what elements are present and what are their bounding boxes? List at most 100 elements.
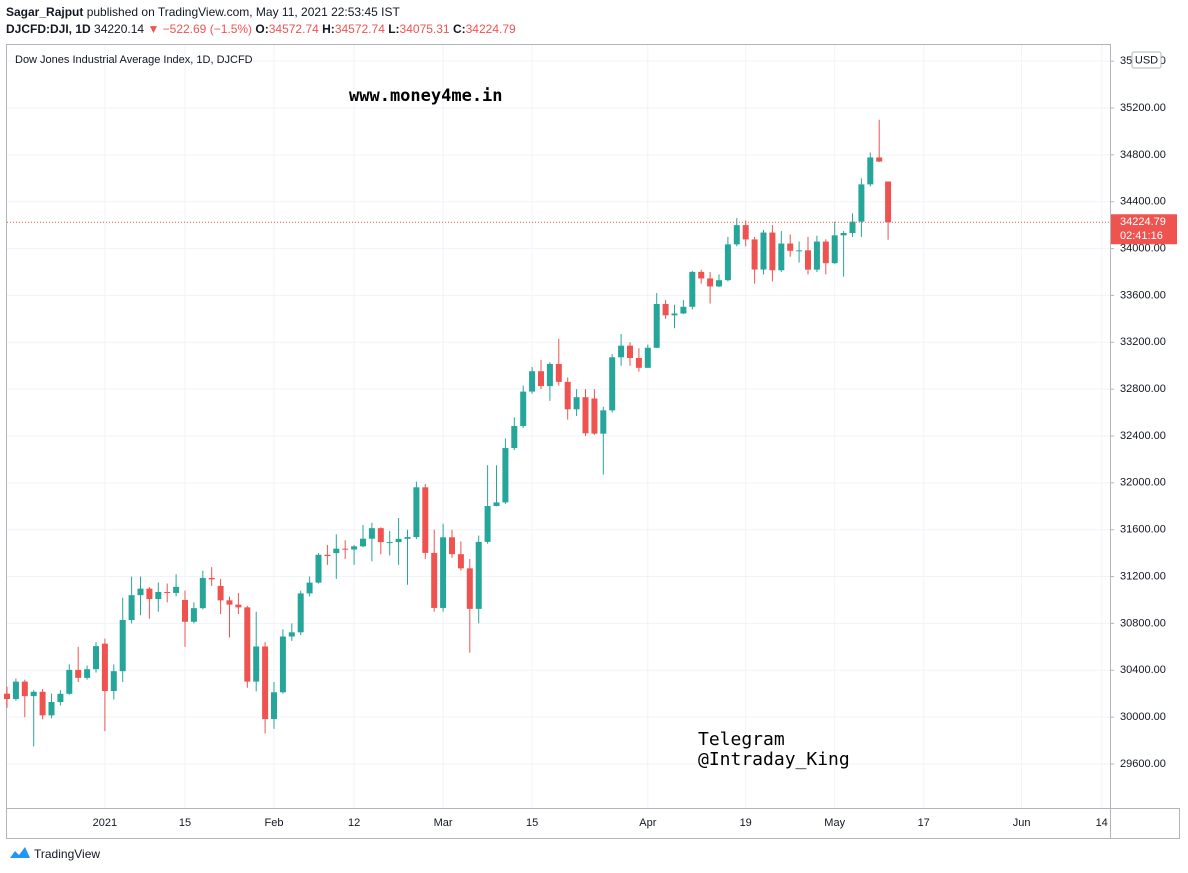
candle-body	[627, 345, 633, 358]
candle-body	[609, 357, 616, 411]
candle-body	[324, 554, 331, 557]
candle-body	[769, 232, 776, 271]
candle-body	[173, 586, 180, 593]
candle-body	[431, 552, 438, 608]
candle-body	[662, 303, 669, 316]
ohlc-label: H:	[322, 22, 335, 36]
last-price-timer: 02:41:16	[1120, 230, 1163, 242]
candle-body	[600, 410, 607, 434]
candle-body	[155, 592, 162, 600]
candle-body	[137, 588, 144, 596]
candle-body	[75, 669, 82, 678]
candle-body	[689, 271, 696, 307]
candle-body	[217, 585, 224, 601]
candle-body	[849, 221, 856, 233]
candle-body	[182, 599, 188, 622]
candle-body	[164, 592, 171, 594]
candle-body	[57, 693, 64, 702]
watermark: www.money4me.in	[349, 86, 503, 106]
candle-body	[253, 646, 260, 682]
candle-body	[208, 577, 215, 580]
watermark: @Intraday_King	[698, 749, 850, 770]
candle-body	[635, 357, 642, 368]
candle-body	[751, 239, 758, 270]
candle-body	[511, 426, 518, 449]
candle-body	[867, 157, 874, 185]
candle-body	[742, 225, 749, 240]
ohlc-value: 34075.31	[399, 22, 450, 36]
x-tick-label: 19	[740, 817, 752, 829]
candle-body	[262, 646, 269, 720]
author: Sagar_Rajput	[6, 5, 84, 19]
y-tick-label: 31600.00	[1120, 524, 1166, 536]
y-tick-label: 30400.00	[1120, 664, 1166, 676]
x-tick-label: May	[824, 817, 845, 829]
candle-body	[84, 669, 91, 678]
y-tick-label: 33600.00	[1120, 289, 1166, 301]
y-tick-label: 32400.00	[1120, 430, 1166, 442]
candle-body	[760, 232, 767, 270]
candle-body	[30, 691, 37, 697]
change: ▼ −522.69 (−1.5%)	[147, 22, 253, 36]
candle-body	[787, 243, 794, 251]
candle-body	[21, 681, 28, 697]
x-tick-label: Apr	[639, 817, 656, 829]
candle-body	[66, 669, 73, 694]
plot-frame	[6, 44, 1111, 809]
candle-body	[805, 250, 811, 270]
brand-logo	[10, 847, 30, 858]
candle-body	[778, 243, 785, 271]
candle-body	[502, 448, 509, 503]
x-tick-label: Jun	[1013, 817, 1031, 829]
x-tick-label: 15	[526, 817, 538, 829]
candle-body	[386, 542, 393, 544]
last: 34220.14	[94, 22, 145, 36]
candle-body	[146, 588, 153, 600]
currency-box	[1131, 51, 1162, 69]
symbol: DJCFD:DJI, 1D	[6, 22, 91, 36]
candle-body	[235, 604, 242, 608]
y-tick-label: 31200.00	[1120, 570, 1166, 582]
published: published on TradingView.com, May 11, 20…	[86, 5, 400, 19]
candle-body	[591, 398, 598, 434]
candle-body	[190, 608, 197, 622]
y-tick-label: 34000.00	[1120, 242, 1166, 254]
y-tick-label: 32000.00	[1120, 477, 1166, 489]
candle-body	[271, 692, 277, 720]
candle-body	[555, 363, 562, 382]
header-line-1: Sagar_Rajput published on TradingView.co…	[6, 5, 400, 19]
y-tick-label: 34800.00	[1120, 149, 1166, 161]
x-tick-label: Feb	[265, 817, 284, 829]
ohlc-label: L:	[388, 22, 400, 36]
candle-body	[244, 607, 251, 682]
candle-body	[333, 548, 340, 554]
candle-body	[422, 487, 429, 553]
y-tick-label: 29600.00	[1120, 758, 1166, 770]
candle-body	[822, 241, 829, 264]
candle-body	[466, 568, 473, 609]
y-tick-label: 33200.00	[1120, 336, 1166, 348]
candle-body	[520, 391, 527, 427]
candle-body	[128, 595, 135, 621]
candle-body	[413, 487, 420, 538]
ohlc-value: 34572.74	[334, 22, 385, 36]
candle-body	[885, 181, 892, 223]
header-line-2: DJCFD:DJI, 1D 34220.14 ▼ −522.69 (−1.5%)…	[6, 22, 516, 36]
x-tick-label: 14	[1096, 817, 1108, 829]
ohlc-value: 34572.74	[268, 22, 319, 36]
candle-body	[876, 157, 883, 162]
y-tick-label: 35200.00	[1120, 102, 1166, 114]
x-tick-label: 2021	[93, 817, 117, 829]
candle-body	[618, 345, 625, 358]
candle-body	[546, 363, 553, 387]
candle-body	[440, 537, 447, 608]
candle-body	[858, 184, 865, 222]
candle-body	[101, 643, 108, 691]
candle-body	[573, 397, 580, 410]
y-tick-label: 32800.00	[1120, 383, 1166, 395]
y-tick-label: 30800.00	[1120, 617, 1166, 629]
candle-body	[279, 636, 286, 693]
candle-body	[315, 554, 322, 583]
time-axis-frame	[6, 808, 1180, 839]
last-price-box	[1111, 214, 1177, 245]
